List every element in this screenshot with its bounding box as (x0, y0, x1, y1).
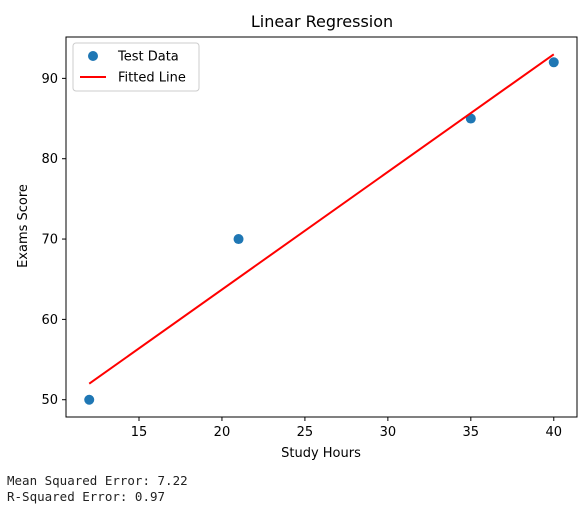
y-tick-label: 80 (41, 152, 58, 167)
r2-output-line: R-Squared Error: 0.97 (7, 489, 166, 504)
legend-box (72, 42, 200, 92)
legend-label: Test Data (117, 50, 179, 65)
legend: Test Data Fitted Line (72, 42, 200, 92)
y-tick-label: 90 (41, 72, 58, 87)
data-marks (84, 53, 559, 405)
scatter-point (84, 394, 95, 405)
chart-title: Linear Regression (251, 12, 393, 31)
scatter-point (548, 57, 559, 68)
x-tick-label: 40 (545, 425, 562, 440)
mse-output-line: Mean Squared Error: 7.22 (7, 473, 188, 488)
regression-chart: Linear Regression 15 20 25 30 35 40 50 60 70 80 9… (16, 12, 578, 460)
y-axis-label: Exams Score (16, 184, 31, 268)
x-tick-label: 20 (214, 425, 231, 440)
y-tick-label: 50 (41, 393, 58, 408)
x-tick-label: 35 (463, 425, 480, 440)
x-tick-label: 30 (380, 425, 397, 440)
x-axis-ticks: 15 20 25 30 35 40 (131, 417, 562, 440)
legend-label: Fitted Line (118, 71, 186, 86)
y-tick-label: 70 (41, 233, 58, 248)
x-tick-label: 25 (297, 425, 314, 440)
y-tick-label: 60 (41, 313, 58, 328)
scatter-point (233, 234, 244, 245)
x-axis-label: Study Hours (281, 446, 361, 460)
fitted-line (88, 53, 555, 385)
y-axis-ticks: 50 60 70 80 90 (41, 72, 66, 408)
legend-marker-test-data (88, 51, 98, 61)
x-tick-label: 15 (131, 425, 148, 440)
axes-frame (65, 36, 578, 418)
